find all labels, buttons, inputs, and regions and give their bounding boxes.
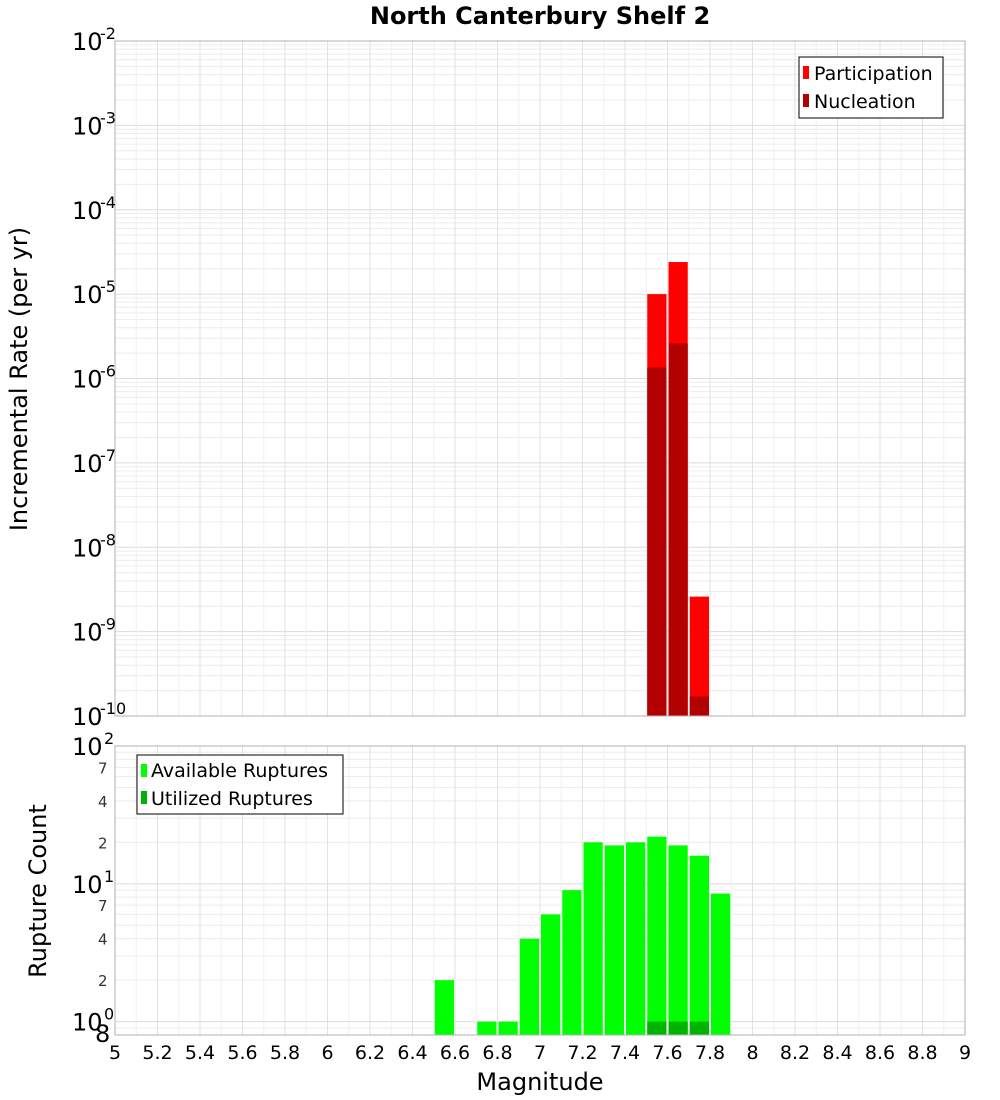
count-bar-available-ruptures	[711, 893, 731, 1035]
count-bar-available-ruptures	[604, 845, 624, 1035]
legend-label-available: Available Ruptures	[151, 760, 328, 782]
count-plot-frame	[114, 745, 966, 1036]
rate-y-tick-label: 10	[72, 703, 103, 731]
rate-bar-nucleation	[689, 696, 709, 716]
legend-label-participation: Participation	[814, 63, 933, 85]
rate-legend: Participation Nucleation	[798, 56, 944, 119]
x-tick-label: 8.4	[822, 1042, 852, 1064]
count-y-axis-label: Rupture Count	[24, 804, 52, 978]
rate-y-tick-label: 10	[72, 281, 103, 309]
rate-y-tick-label: 10	[72, 28, 103, 56]
count-bar-available-ruptures	[477, 1021, 497, 1035]
x-tick-label: 6.2	[355, 1042, 385, 1064]
x-tick-label: 5.4	[185, 1042, 215, 1064]
rate-bars	[647, 262, 709, 716]
count-legend-box	[136, 754, 344, 815]
count-y-minor-tick-label: 2	[98, 834, 108, 852]
count-bar-utilized-ruptures	[647, 1021, 667, 1035]
rate-y-tick-label: 10	[72, 450, 103, 478]
rate-y-tick-exponent: -3	[100, 108, 116, 127]
count-bar-available-ruptures	[519, 938, 539, 1035]
count-legend: Available Ruptures Utilized Ruptures	[136, 754, 344, 815]
chart-title: North Canterbury Shelf 2	[370, 2, 710, 30]
count-y-tick-exponent: 0	[104, 1005, 114, 1024]
x-tick-label: 7.4	[610, 1042, 640, 1064]
rate-y-tick-label: 10	[72, 534, 103, 562]
x-tick-label: 6	[321, 1042, 333, 1064]
x-tick-label: 7.8	[695, 1042, 725, 1064]
count-bar-available-ruptures	[498, 1021, 518, 1035]
count-y-minor-tick-label: 7	[98, 897, 108, 915]
magnitude-x-ticks: 5 5.2 5.4 5.6 5.8 6 6.2 6.4 6.6 6.8 7 7.2 7.4 7.6 7.8 8…	[109, 1042, 971, 1064]
legend-swatch-participation	[803, 66, 809, 79]
rate-y-tick-exponent: -4	[100, 193, 116, 212]
x-tick-label: 7	[534, 1042, 546, 1064]
count-y-tick-label: 10	[72, 1009, 103, 1037]
rate-y-axis-label: Incremental Rate (per yr)	[5, 227, 33, 531]
legend-swatch-utilized	[141, 791, 147, 804]
x-tick-label: 8.6	[865, 1042, 895, 1064]
x-tick-label: 7.2	[567, 1042, 597, 1064]
x-tick-label: 5	[109, 1042, 121, 1064]
count-y-minor-tick-label: 2	[98, 972, 108, 990]
rate-y-tick-exponent: -9	[100, 615, 116, 634]
count-bar-available-ruptures	[562, 890, 582, 1035]
count-y-minor-tick-label: 7	[98, 759, 108, 777]
legend-label-nucleation: Nucleation	[814, 91, 916, 113]
rate-y-tick-exponent: -10	[100, 699, 126, 718]
x-tick-label: 8.2	[780, 1042, 810, 1064]
x-tick-label: 8.8	[907, 1042, 937, 1064]
count-bar-utilized-ruptures	[689, 1021, 709, 1035]
count-bar-available-ruptures	[647, 836, 667, 1035]
rate-y-tick-exponent: -5	[100, 277, 116, 296]
count-y-tick-label: 10	[72, 733, 103, 761]
x-tick-label: 6.8	[482, 1042, 512, 1064]
count-y-minor-tick-label: 4	[98, 931, 108, 949]
count-bar-available-ruptures	[668, 845, 688, 1035]
rate-y-tick-label: 10	[72, 366, 103, 394]
rate-y-tick-exponent: -2	[100, 24, 116, 43]
legend-label-utilized: Utilized Ruptures	[151, 788, 313, 810]
count-bar-available-ruptures	[689, 855, 709, 1035]
x-tick-label: 6.4	[397, 1042, 427, 1064]
rate-bar-nucleation	[668, 343, 688, 716]
rate-y-tick-exponent: -8	[100, 530, 116, 549]
rate-y-tick-exponent: -6	[100, 362, 116, 381]
count-bar-available-ruptures	[626, 842, 646, 1035]
rate-bar-nucleation	[647, 367, 667, 716]
count-bars	[434, 836, 731, 1035]
count-y-tick-exponent: 1	[104, 867, 114, 886]
count-bar-available-ruptures	[541, 914, 561, 1035]
rate-bar-participation	[689, 596, 709, 716]
rate-y-tick-exponent: -7	[100, 446, 116, 465]
x-axis-label: Magnitude	[476, 1068, 603, 1096]
x-tick-label: 7.6	[652, 1042, 682, 1064]
count-y-minor-tick-label: 8	[95, 1020, 110, 1048]
x-tick-label: 8	[746, 1042, 758, 1064]
x-tick-label: 5.2	[142, 1042, 172, 1064]
rate-plot-frame	[114, 40, 966, 717]
x-tick-label: 5.6	[227, 1042, 257, 1064]
count-bar-available-ruptures	[434, 980, 454, 1035]
rate-legend-box	[798, 56, 944, 119]
rate-grid	[114, 41, 966, 717]
legend-swatch-nucleation	[803, 94, 809, 107]
count-bar-utilized-ruptures	[668, 1021, 688, 1035]
x-tick-label: 5.8	[270, 1042, 300, 1064]
x-tick-label: 6.6	[440, 1042, 470, 1064]
count-y-minor-tick-label: 4	[98, 793, 108, 811]
rate-y-tick-label: 10	[72, 619, 103, 647]
count-y-tick-label: 10	[72, 871, 103, 899]
x-tick-label: 9	[959, 1042, 971, 1064]
legend-swatch-available	[141, 764, 147, 777]
count-bar-available-ruptures	[583, 842, 603, 1035]
rate-y-tick-label: 10	[72, 197, 103, 225]
rate-y-tick-label: 10	[72, 112, 103, 140]
count-y-tick-exponent: 2	[104, 729, 114, 748]
